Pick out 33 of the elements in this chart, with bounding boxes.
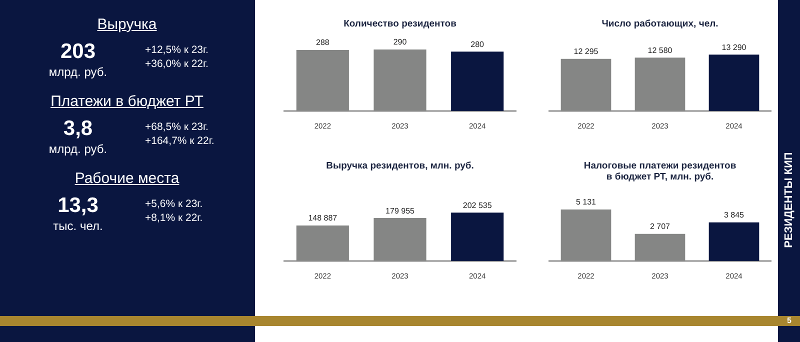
data-label: 202 535 <box>462 200 492 210</box>
data-label: 179 955 <box>386 206 416 216</box>
text: +5,6% к 23г. <box>145 198 203 210</box>
text: 203 <box>60 40 96 64</box>
text: РЕЗИДЕНТЫ КИП <box>783 152 795 248</box>
text: +36,0% к 22г. <box>145 58 208 70</box>
chart-title: Налоговые платежи резидентов в бюджет РТ, млн. руб. <box>584 160 736 183</box>
text: 13,3 <box>58 194 98 218</box>
text: 5 <box>787 316 792 325</box>
data-label: 290 <box>393 38 408 47</box>
text: Платежи в бюджет РТ <box>50 93 204 110</box>
chart-title: Количество резидентов <box>344 18 457 30</box>
data-label: 2 707 <box>650 222 671 232</box>
data-label: 148 887 <box>308 214 338 223</box>
text: +68,5% к 23г. <box>145 121 208 133</box>
text: +12,5% к 23г. <box>145 44 208 56</box>
text: млрд. руб. <box>48 65 108 79</box>
text: тыс. чел. <box>53 219 103 233</box>
text: +8,1% к 22г. <box>145 212 203 224</box>
text: 3,8 <box>63 117 93 141</box>
text: Рабочие места <box>74 170 180 187</box>
data-label: 3 845 <box>724 210 745 220</box>
chart-title: Число работающих, чел. <box>602 18 718 30</box>
data-label: 13 290 <box>722 42 747 52</box>
text: млрд. руб. <box>48 142 108 156</box>
data-label: 280 <box>470 40 485 49</box>
data-label: 12 295 <box>574 47 599 56</box>
data-label: 5 131 <box>576 198 597 207</box>
data-label: 288 <box>316 38 330 48</box>
text: Выручка <box>97 16 157 33</box>
chart-title: Выручка резидентов, млн. руб. <box>326 160 474 172</box>
text: +164,7% к 22г. <box>145 135 214 147</box>
data-label: 12 580 <box>648 46 673 55</box>
